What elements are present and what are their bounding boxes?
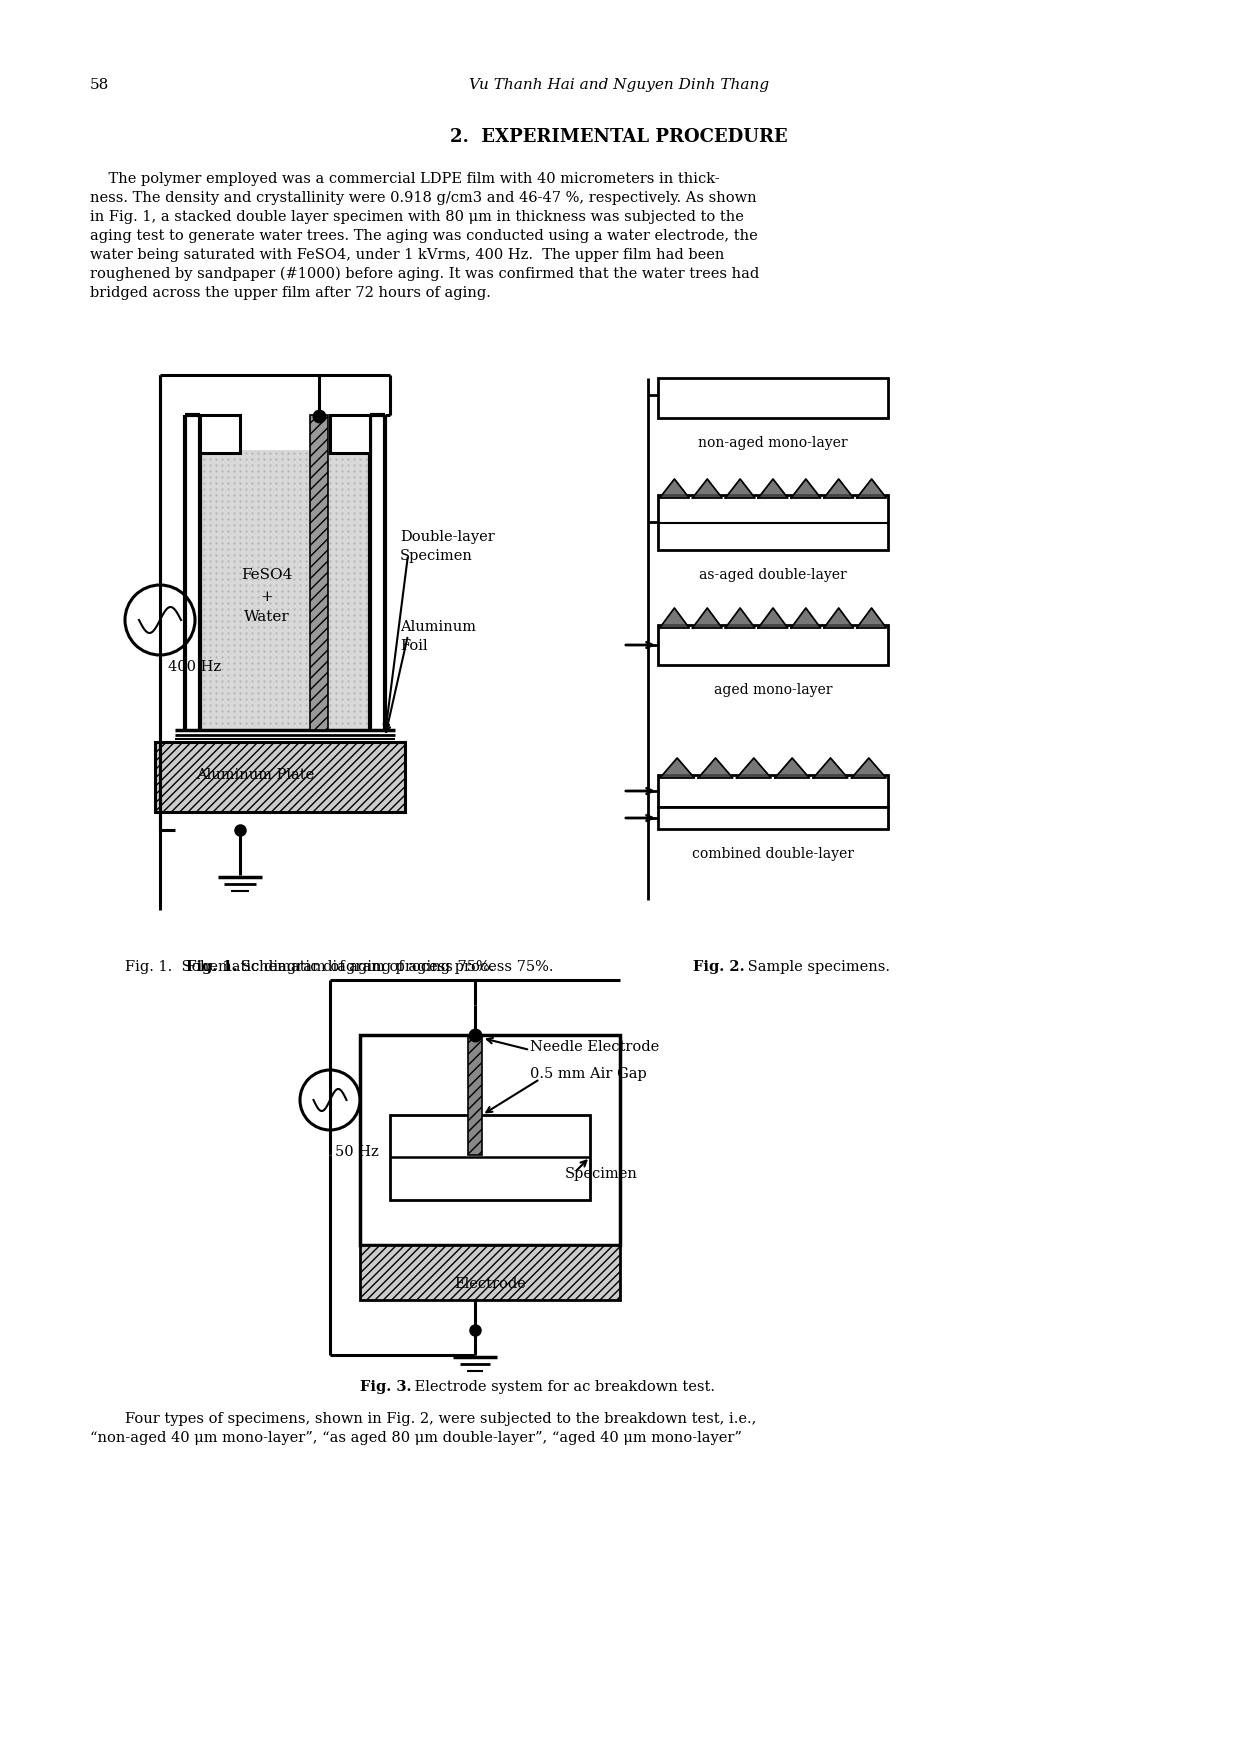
Text: ness. The density and crystallinity were 0.918 g/cm3 and 46-47 %, respectively. : ness. The density and crystallinity were… [90, 191, 757, 205]
Text: FeSO4: FeSO4 [242, 568, 292, 582]
Text: water being saturated with FeSO4, under 1 kVrms, 400 Hz.  The upper film had bee: water being saturated with FeSO4, under … [90, 247, 725, 261]
Text: non-aged mono-layer: non-aged mono-layer [699, 437, 847, 451]
Bar [658, 624, 888, 665]
Polygon shape [699, 758, 732, 779]
Text: Sample specimens.: Sample specimens. [743, 959, 890, 973]
Text: aged mono-layer: aged mono-layer [714, 682, 833, 696]
Bar [330, 416, 370, 453]
Bar [199, 416, 240, 453]
Text: Vu Thanh Hai and Nguyen Dinh Thang: Vu Thanh Hai and Nguyen Dinh Thang [468, 77, 769, 91]
Bar [199, 451, 370, 730]
Bar [658, 379, 888, 417]
Text: +: + [260, 589, 274, 603]
Polygon shape [758, 609, 788, 628]
Bar [155, 742, 405, 812]
Text: 0.5 mm Air Gap: 0.5 mm Air Gap [530, 1066, 647, 1080]
Bar [361, 1035, 620, 1245]
Bar [658, 775, 888, 807]
Polygon shape [851, 758, 886, 779]
Polygon shape [824, 479, 854, 498]
Bar [310, 416, 328, 730]
Polygon shape [736, 758, 771, 779]
Text: Fig. 3.: Fig. 3. [361, 1380, 411, 1394]
Bar [390, 1116, 590, 1200]
Polygon shape [659, 609, 689, 628]
Bar [361, 1245, 620, 1300]
Text: Specimen: Specimen [565, 1166, 638, 1180]
Polygon shape [659, 479, 689, 498]
Polygon shape [725, 479, 755, 498]
Polygon shape [774, 758, 809, 779]
Text: Fig. 1.  Schematic diagram of aging process 75%.: Fig. 1. Schematic diagram of aging proce… [125, 959, 494, 973]
Polygon shape [857, 479, 886, 498]
Polygon shape [693, 479, 722, 498]
Text: combined double-layer: combined double-layer [693, 847, 854, 861]
Polygon shape [725, 609, 755, 628]
Bar [658, 495, 888, 551]
Polygon shape [790, 609, 820, 628]
Text: in Fig. 1, a stacked double layer specimen with 80 μm in thickness was subjected: in Fig. 1, a stacked double layer specim… [90, 210, 743, 225]
Text: bridged across the upper film after 72 hours of aging.: bridged across the upper film after 72 h… [90, 286, 491, 300]
Text: Foil: Foil [400, 638, 427, 652]
Polygon shape [693, 609, 722, 628]
Text: 58: 58 [90, 77, 109, 91]
Bar [658, 807, 888, 830]
Text: Aluminum Plate: Aluminum Plate [196, 768, 315, 782]
Text: 400 Hz: 400 Hz [169, 660, 221, 674]
Text: Needle Electrode: Needle Electrode [530, 1040, 659, 1054]
Polygon shape [857, 609, 886, 628]
Text: Fig. 1.: Fig. 1. [186, 959, 238, 973]
Text: roughened by sandpaper (#1000) before aging. It was confirmed that the water tre: roughened by sandpaper (#1000) before ag… [90, 267, 760, 281]
Text: aging test to generate water trees. The aging was conducted using a water electr: aging test to generate water trees. The … [90, 230, 758, 244]
Text: Four types of specimens, shown in Fig. 2, were subjected to the breakdown test, : Four types of specimens, shown in Fig. 2… [125, 1412, 756, 1426]
Text: Specimen: Specimen [400, 549, 473, 563]
Text: Aluminum: Aluminum [400, 619, 476, 633]
Text: The polymer employed was a commercial LDPE film with 40 micrometers in thick-: The polymer employed was a commercial LD… [90, 172, 720, 186]
Bar [468, 1035, 482, 1154]
Text: as-aged double-layer: as-aged double-layer [699, 568, 847, 582]
Text: 50 Hz: 50 Hz [335, 1145, 379, 1159]
Text: Double-layer: Double-layer [400, 530, 494, 544]
Polygon shape [824, 609, 854, 628]
Text: Electrode system for ac breakdown test.: Electrode system for ac breakdown test. [410, 1380, 715, 1394]
Text: Electrode: Electrode [453, 1277, 525, 1291]
Text: Schematic diagram of aging process 75%.: Schematic diagram of aging process 75%. [235, 959, 554, 973]
Text: 2.  EXPERIMENTAL PROCEDURE: 2. EXPERIMENTAL PROCEDURE [450, 128, 788, 146]
Polygon shape [758, 479, 788, 498]
Text: “non-aged 40 μm mono-layer”, “as aged 80 μm double-layer”, “aged 40 μm mono-laye: “non-aged 40 μm mono-layer”, “as aged 80… [90, 1431, 742, 1445]
Polygon shape [660, 758, 694, 779]
Polygon shape [813, 758, 847, 779]
Text: Fig. 2.: Fig. 2. [693, 959, 745, 973]
Text: Water: Water [244, 610, 290, 624]
Polygon shape [790, 479, 820, 498]
